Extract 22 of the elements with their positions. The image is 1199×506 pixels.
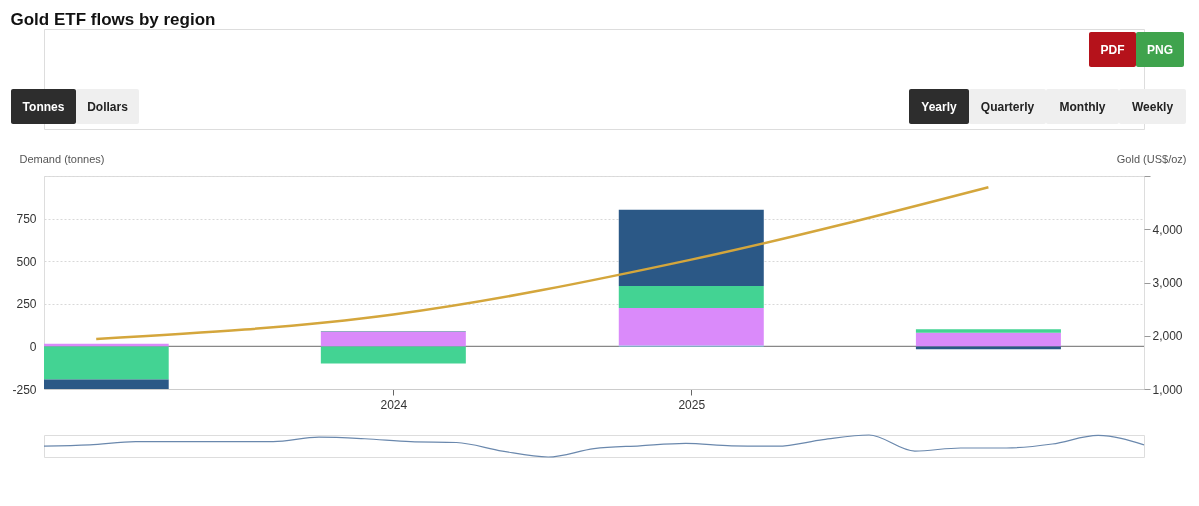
y2-tick-label: 3,000	[1152, 276, 1183, 290]
x-tick-label: 2024	[380, 397, 408, 412]
text: PDF	[1100, 42, 1125, 57]
text: Weekly	[1131, 99, 1174, 114]
y-tick-label: -250	[12, 382, 37, 397]
y2-tick-label: 2,000	[1152, 329, 1183, 344]
y2-tick-label: 4,000	[1152, 222, 1183, 237]
text: Dollars	[87, 99, 129, 114]
chart-title: Gold ETF flows by region	[10, 9, 216, 29]
text: Yearly	[921, 99, 958, 114]
y-tick-label: 0	[29, 339, 37, 354]
y-tick-label: 750	[16, 212, 37, 227]
y2-tick-label: 1,000	[1152, 382, 1183, 397]
y2-axis-title: Gold (US$/oz)	[1116, 152, 1187, 165]
text: Quarterly	[980, 99, 1035, 114]
text: Tonnes	[22, 99, 65, 114]
y-axis-title: Demand (tonnes)	[19, 152, 105, 165]
y-tick-label: 500	[16, 254, 37, 269]
text: PNG	[1146, 42, 1174, 57]
text: Monthly	[1059, 99, 1106, 114]
x-tick-label: 2025	[678, 397, 706, 412]
y-tick-label: 250	[16, 297, 37, 312]
